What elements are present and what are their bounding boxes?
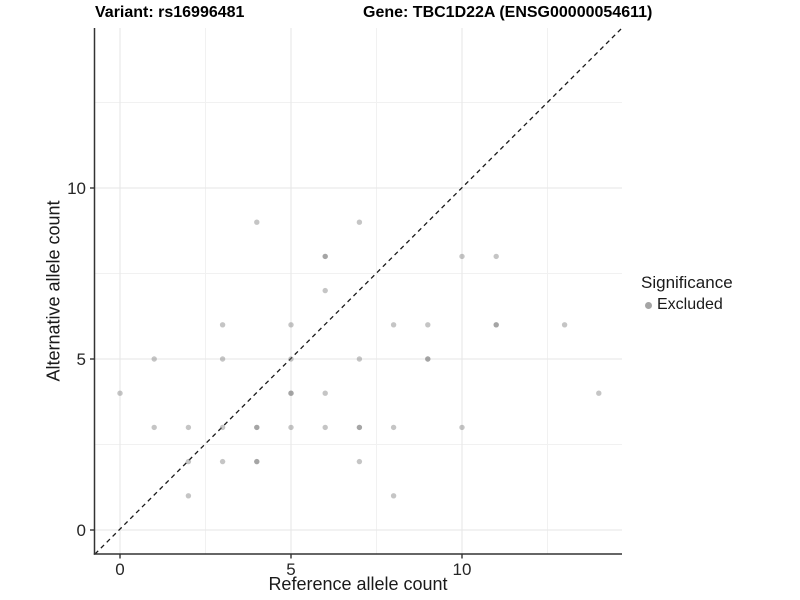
data-point bbox=[288, 390, 294, 396]
data-point bbox=[151, 424, 157, 431]
y-axis-title: Alternative allele count bbox=[43, 200, 64, 382]
data-point bbox=[219, 424, 226, 431]
data-point bbox=[254, 424, 260, 431]
data-point bbox=[185, 493, 192, 499]
data-point bbox=[117, 390, 123, 396]
legend-item-label: Excluded bbox=[657, 296, 723, 313]
data-point bbox=[219, 356, 226, 362]
data-point bbox=[288, 322, 294, 328]
y-tick-label: 10 bbox=[67, 179, 86, 198]
data-point bbox=[356, 458, 363, 465]
data-point bbox=[425, 322, 431, 328]
data-point bbox=[390, 322, 397, 328]
y-tick-label: 0 bbox=[77, 521, 86, 540]
x-tick-label: 0 bbox=[115, 560, 124, 579]
data-point bbox=[459, 424, 465, 431]
excluded-point-icon bbox=[645, 301, 652, 309]
data-point bbox=[254, 458, 260, 465]
data-point bbox=[322, 390, 328, 396]
y-tick-label: 5 bbox=[77, 350, 86, 369]
identity-dashed-line bbox=[94, 27, 623, 555]
data-point bbox=[459, 253, 465, 260]
gene-title: Gene: TBC1D22A (ENSG00000054611) bbox=[363, 4, 653, 21]
data-point bbox=[390, 424, 397, 431]
data-point bbox=[356, 424, 363, 431]
data-point bbox=[254, 458, 260, 465]
x-tick-label: 5 bbox=[286, 560, 295, 579]
x-axis-title: Reference allele count bbox=[268, 574, 448, 594]
data-point bbox=[254, 424, 260, 431]
x-tick-label: 10 bbox=[453, 560, 472, 579]
data-point bbox=[151, 356, 157, 362]
significance-legend: Significance Excluded bbox=[641, 273, 733, 314]
data-point bbox=[288, 390, 294, 396]
variant-title: Variant: rs16996481 bbox=[95, 4, 245, 21]
data-point bbox=[493, 322, 499, 328]
data-point bbox=[219, 458, 226, 465]
data-point bbox=[288, 356, 294, 362]
data-point bbox=[185, 424, 192, 431]
data-point bbox=[425, 356, 431, 362]
legend-title: Significance bbox=[641, 273, 733, 292]
data-point bbox=[356, 356, 363, 362]
data-point bbox=[288, 424, 294, 431]
data-point bbox=[425, 356, 431, 362]
data-point bbox=[561, 322, 568, 328]
data-point bbox=[356, 424, 363, 431]
data-point bbox=[596, 390, 602, 396]
data-point bbox=[322, 424, 328, 431]
data-point bbox=[322, 253, 328, 260]
data-point bbox=[185, 458, 192, 465]
data-point bbox=[254, 219, 260, 225]
legend-item-excluded: Excluded bbox=[641, 296, 733, 314]
data-point bbox=[322, 253, 328, 260]
data-point bbox=[322, 287, 328, 294]
data-point bbox=[493, 253, 499, 260]
data-point bbox=[493, 322, 499, 328]
data-point bbox=[390, 493, 397, 499]
data-point bbox=[219, 322, 226, 328]
data-point bbox=[356, 219, 363, 225]
